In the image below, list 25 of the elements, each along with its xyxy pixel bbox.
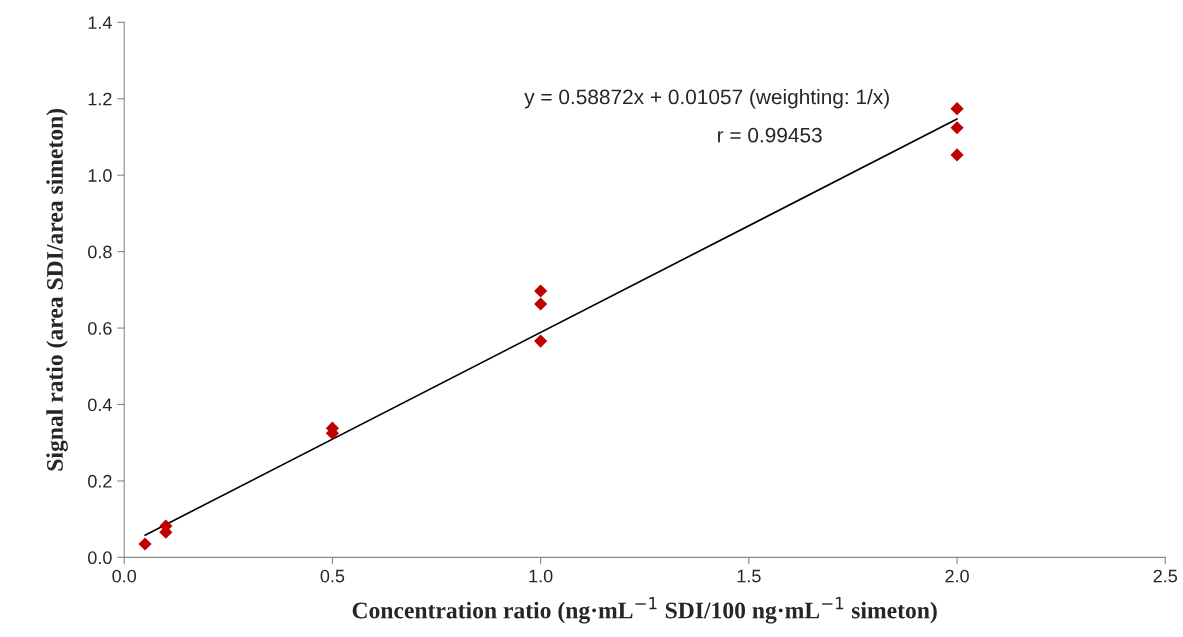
x-axis-title: Concentration ratio (ng·mL$^{−1}$ SDI/100 ng·mL$^{−1}$ simeton) [352,597,937,624]
y-tick-label: 0.0 [88,551,112,565]
point [138,537,152,551]
y-tick-label: 1.0 [88,169,112,182]
point [534,334,548,348]
x-tick-label: 1.0 [529,569,553,583]
x-tick-label: 2.0 [945,569,969,583]
annotation: r = 0.99453 [718,127,822,143]
y-tick-label: 1.4 [88,16,112,29]
point [950,148,964,162]
point [534,284,548,298]
x-tick-label: 1.5 [737,569,761,583]
y-tick-label: 0.6 [88,321,112,335]
y-tick-label: 0.8 [88,245,112,259]
point [950,102,964,116]
y-tick-label: 0.4 [88,398,112,412]
y-tick-label: 0.2 [88,474,112,488]
x-tick-label: 2.5 [1153,569,1178,583]
annotation: y = 0.58872x + 0.01057 (weighting: 1/x) [524,89,889,109]
x-tick-label: 0.0 [112,569,137,583]
point [950,121,964,135]
y-axis-title: Signal ratio (area SDI/area simeton) [46,108,68,471]
x-tick-label: 0.5 [320,569,345,583]
point [534,297,548,311]
y-tick-label: 1.2 [88,92,112,106]
